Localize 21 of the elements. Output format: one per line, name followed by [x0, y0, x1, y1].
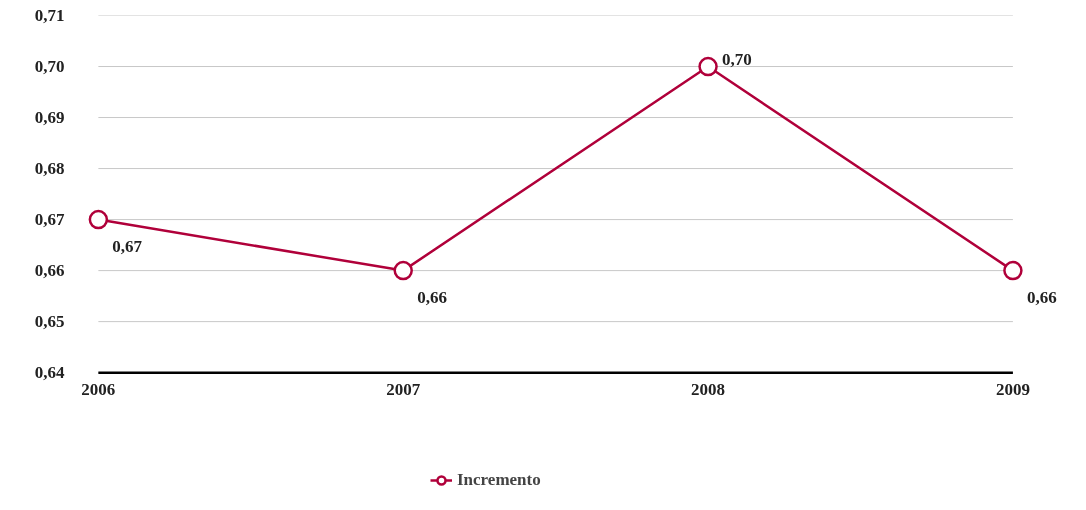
- y-tick-label: 0,68: [34, 159, 65, 179]
- point: [393, 260, 413, 281]
- point: [88, 209, 109, 230]
- legend-label: Incremento: [457, 470, 541, 490]
- y-tick-label: 0,64: [34, 363, 65, 383]
- x-tick-label: 2008: [691, 379, 726, 399]
- y-tick-label: 0,70: [34, 57, 65, 77]
- y-tick-label: 0,65: [34, 312, 65, 332]
- y-tick-label: 0,66: [34, 261, 65, 281]
- y-tick-label: 0,71: [34, 6, 65, 25]
- x-tick-label: 2006: [81, 379, 116, 399]
- x-tick-label: 2007: [386, 379, 421, 399]
- y-tick-label: 0,67: [34, 210, 65, 230]
- data-label: 0,66: [417, 287, 447, 307]
- x-tick-label: 2009: [995, 379, 1030, 399]
- point: [698, 56, 718, 77]
- data-label: 0,66: [1026, 287, 1057, 307]
- data-label: 0,67: [112, 236, 143, 256]
- y-tick-label: 0,69: [34, 108, 65, 128]
- point: [1003, 260, 1023, 281]
- data-label: 0,70: [722, 49, 752, 69]
